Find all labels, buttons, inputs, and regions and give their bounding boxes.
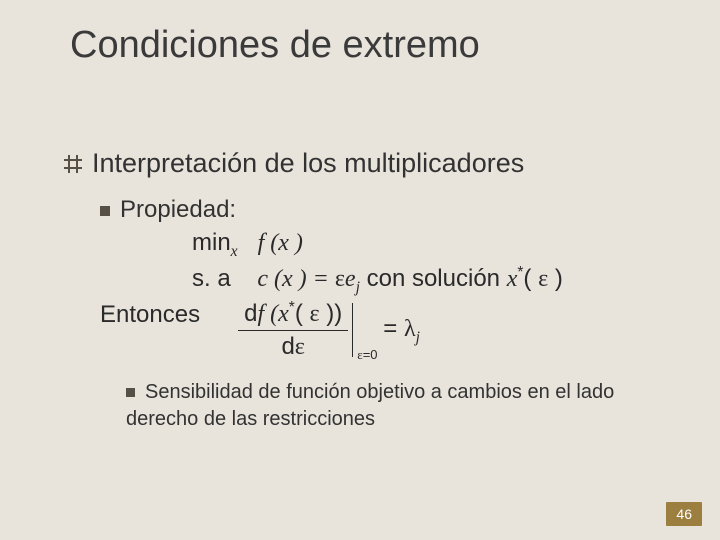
slide: Condiciones de extremo Interpretación de… xyxy=(0,0,720,540)
equation-rhs: = λj xyxy=(383,315,420,347)
entonces-label-wrap: Entonces xyxy=(100,299,200,329)
section-text: Interpretación de los multiplicadores xyxy=(92,148,524,178)
square-bullet-icon xyxy=(126,388,135,397)
propiedad-label: Propiedad: xyxy=(120,196,236,223)
sensibilidad-line: Sensibilidad de función objetivo a cambi… xyxy=(126,379,670,433)
sa-con: con solución xyxy=(360,265,507,292)
den-d: d xyxy=(281,333,294,360)
page-number: 46 xyxy=(676,506,692,522)
num-f: f ( xyxy=(257,301,278,327)
rhs-lambda: λ xyxy=(404,316,416,342)
propiedad-line: Propiedad: xyxy=(100,194,670,226)
sa-eps: ε xyxy=(335,266,345,292)
num-eps: ε xyxy=(310,301,320,327)
square-bullet-icon xyxy=(100,206,110,216)
sa-xstar: x xyxy=(507,266,518,292)
num-close: )) xyxy=(320,300,343,327)
min-rhs: f (x ) xyxy=(258,230,303,256)
fraction-wrap: df (x*( ε )) dε ε=0 = λj xyxy=(238,299,420,361)
content-area: Interpretación de los multiplicadores Pr… xyxy=(64,148,670,433)
fraction: df (x*( ε )) dε xyxy=(238,299,348,361)
entonces-label: Entonces xyxy=(100,301,200,328)
eval-eq0: =0 xyxy=(363,347,378,362)
sa-c: c (x ) = xyxy=(257,266,334,292)
sa-paren: ( xyxy=(523,265,538,292)
sensibilidad-text: Sensibilidad de función objetivo a cambi… xyxy=(126,381,614,430)
fraction-numerator: df (x*( ε )) xyxy=(238,299,348,331)
den-eps: ε xyxy=(295,334,305,360)
sa-pre: s. a xyxy=(192,265,231,292)
num-x: x xyxy=(278,301,289,327)
eval-subscript: ε=0 xyxy=(357,347,377,363)
crosshatch-icon xyxy=(64,149,82,180)
eval-bar: ε=0 xyxy=(352,303,353,357)
page-number-badge: 46 xyxy=(666,502,702,526)
sa-line: s. a c (x ) = εej con solución x*( ε ) xyxy=(192,262,670,298)
min-sub: x xyxy=(231,243,238,260)
sa-close: ) xyxy=(548,265,563,292)
entonces-line: Entonces df (x*( ε )) dε ε=0 = λj xyxy=(100,299,670,361)
slide-title: Condiciones de extremo xyxy=(70,24,480,67)
num-open: ( xyxy=(295,300,310,327)
eq-sign: = xyxy=(383,315,404,342)
section-heading: Interpretación de los multiplicadores xyxy=(64,148,670,180)
min-line: minx f (x ) xyxy=(192,227,670,262)
num-d: d xyxy=(244,300,257,327)
fraction-denominator: dε xyxy=(238,331,348,361)
rhs-j: j xyxy=(416,328,420,345)
sa-e: e xyxy=(345,266,356,292)
min-pre: min xyxy=(192,229,231,256)
sa-eps2: ε xyxy=(538,266,548,292)
